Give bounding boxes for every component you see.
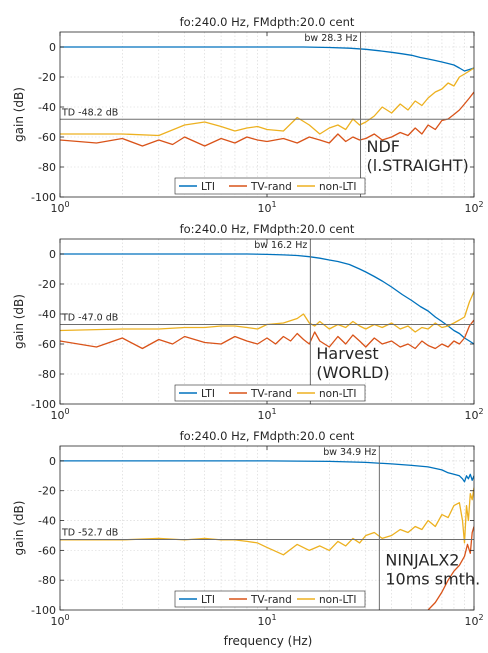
y-tick-label: -40 [38,308,56,321]
bandwidth-label: bw 28.3 Hz [304,33,357,44]
legend-label: LTI [201,388,215,400]
y-tick-label: -100 [31,191,56,204]
method-annotation: (WORLD) [316,363,389,382]
series-line-non-lti [60,487,474,556]
series-group [60,460,474,610]
x-tick-label: 102 [464,613,483,628]
legend-label: non-LTI [319,181,356,193]
y-axis-label: gain (dB) [12,294,26,349]
y-axis-label: gain (dB) [12,501,26,556]
y-tick-label: -60 [38,544,56,557]
x-axis-label: frequency (Hz) [224,634,313,648]
bandwidth-label: bw 16.2 Hz [254,240,307,251]
y-tick-label: -20 [38,485,56,498]
x-tick-label: 101 [257,407,276,422]
legend-label: non-LTI [319,594,356,606]
y-tick-label: -20 [38,278,56,291]
chart-title: fo:240.0 Hz, FMdpth:20.0 cent [180,222,355,236]
chart-title: fo:240.0 Hz, FMdpth:20.0 cent [180,15,355,29]
x-tick-label: 102 [464,407,483,422]
y-tick-label: -80 [38,161,56,174]
y-tick-label: -40 [38,515,56,528]
x-tick-label: 100 [50,407,69,422]
y-tick-label: -60 [38,338,56,351]
legend-label: LTI [201,181,215,193]
method-annotation: NDF [367,137,401,156]
method-annotation: NINJALX2 [385,550,459,569]
x-tick-label: 101 [257,613,276,628]
y-tick-label: -20 [38,71,56,84]
x-tick-label: 101 [257,200,276,215]
series-line-tv-rand [60,91,474,147]
legend-label: TV-rand [250,181,292,193]
legend-box [174,177,366,195]
y-tick-label: -80 [38,574,56,587]
y-tick-label: 0 [49,41,56,54]
series-group [60,46,474,147]
td-label: TD -52.7 dB [61,527,118,538]
legend-label: TV-rand [250,594,292,606]
y-tick-label: -40 [38,101,56,114]
y-tick-label: -100 [31,604,56,617]
legend-label: TV-rand [250,388,292,400]
chart-title: fo:240.0 Hz, FMdpth:20.0 cent [180,429,355,443]
grid [60,239,474,404]
series-line-tv-rand [60,319,474,350]
legend-label: LTI [201,594,215,606]
method-annotation: 10ms smth. [385,569,480,588]
y-tick-label: 0 [49,248,56,261]
series-line-lti [60,253,474,345]
method-annotation: (l.STRAIGHT) [367,156,469,175]
x-tick-label: 102 [464,200,483,215]
x-tick-label: 100 [50,200,69,215]
y-tick-label: -100 [31,398,56,411]
series-line-lti [60,46,474,72]
y-tick-label: -80 [38,368,56,381]
bandwidth-label: bw 34.9 Hz [323,447,376,458]
series-line-tv-rand [427,526,474,610]
series-line-lti [60,460,474,483]
legend: LTI TV-rand non-LTI [174,590,366,608]
legend-box [174,590,366,608]
y-axis-label: gain (dB) [12,87,26,142]
legend: LTI TV-rand non-LTI [174,384,366,402]
series-line-non-lti [60,67,474,137]
method-annotation: Harvest [316,344,378,363]
td-label: TD -47.0 dB [61,313,118,324]
legend: LTI TV-rand non-LTI [174,177,366,195]
legend-label: non-LTI [319,388,356,400]
series-line-non-lti [60,291,474,333]
y-tick-label: -60 [38,131,56,144]
y-tick-label: 0 [49,455,56,468]
x-tick-label: 100 [50,613,69,628]
legend-box [174,384,366,402]
td-label: TD -48.2 dB [61,107,118,118]
